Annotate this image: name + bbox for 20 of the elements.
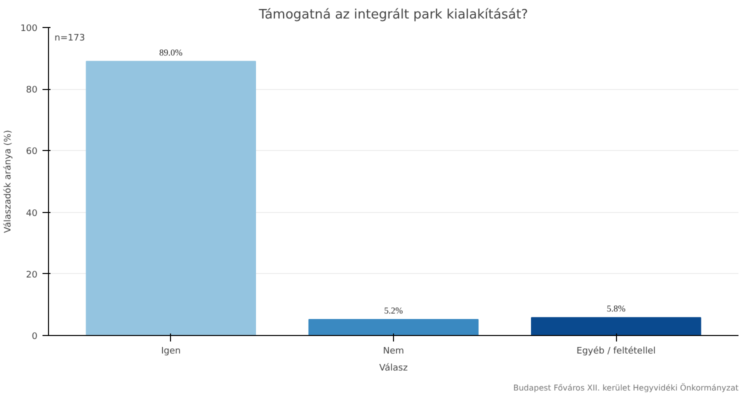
y-tick-label: 60 [26,147,38,158]
bar [86,60,256,336]
chart-title: Támogatná az integrált park kialakítását? [258,8,528,22]
x-tick-label: Nem [382,346,404,356]
x-axis-title: Válasz [379,362,408,374]
data-label: 5.8% [606,304,626,314]
y-tick-label: 40 [26,208,38,219]
x-tick-label: Igen [161,346,181,356]
text: Budapest Főváros XII. kerület Hegyvidéki Önkormányzat [513,382,739,392]
data-label: 89.0% [159,47,184,58]
y-axis-title: Válaszadók aránya (%) [2,130,14,233]
y-tick-label: 100 [20,24,38,34]
annotation: n=173 [54,34,85,44]
x-tick-label: Egyéb / feltétellel [576,346,656,356]
y-tick-label: 80 [26,86,38,96]
data-label: 5.2% [384,305,404,316]
y-tick-label: 0 [32,332,38,342]
bar [308,318,479,336]
bar [531,317,702,336]
y-tick-label: 20 [26,270,38,280]
